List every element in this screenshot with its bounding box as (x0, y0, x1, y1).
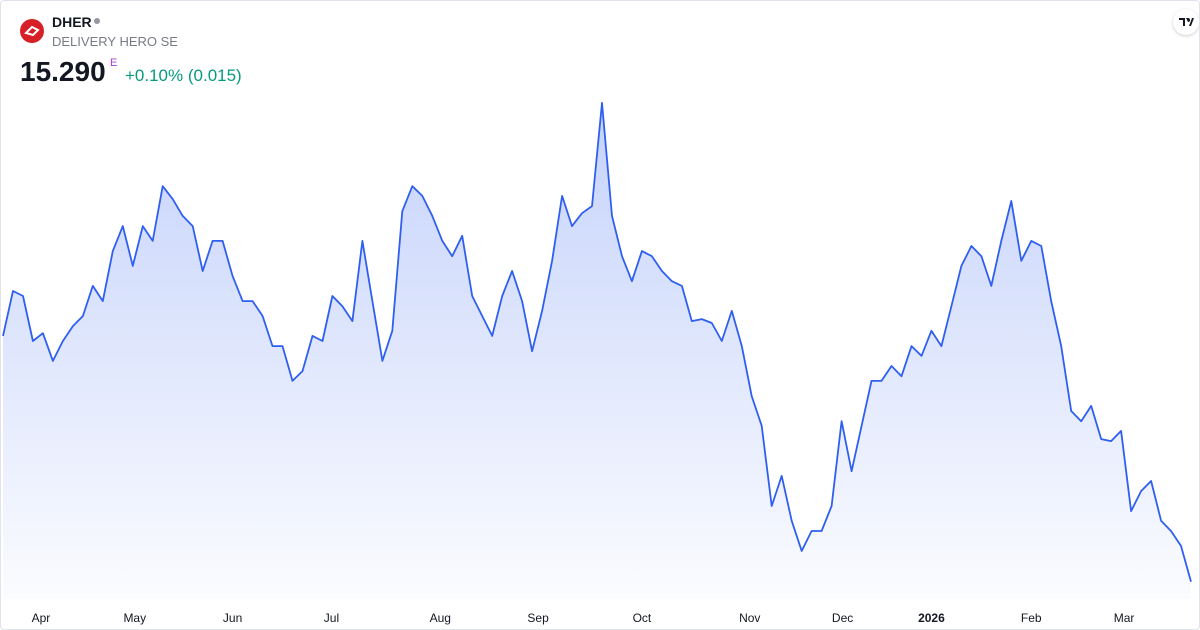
x-tick-label: Nov (739, 611, 760, 625)
x-tick-label: May (123, 611, 146, 625)
tv-logo-icon (1179, 18, 1194, 26)
change: +0.10% (0.015) (125, 66, 242, 85)
status-dot (94, 18, 100, 24)
symbol: DHER (52, 14, 92, 30)
x-tick-label: Dec (832, 611, 853, 625)
price: 15.290 (20, 56, 106, 87)
x-tick-label: Aug (430, 611, 451, 625)
x-tick-label: Jun (223, 611, 242, 625)
x-tick-label: 2026 (918, 611, 945, 625)
x-tick-label: Apr (32, 611, 51, 625)
x-tick-label: Sep (527, 611, 549, 625)
x-tick-label: Feb (1021, 611, 1042, 625)
tv-logo[interactable] (1173, 9, 1199, 35)
x-tick-label: Mar (1114, 611, 1135, 625)
logo (20, 19, 44, 43)
company-name: DELIVERY HERO SE (52, 34, 178, 49)
price-flag: E (110, 57, 118, 69)
price-line (2, 102, 1192, 583)
x-tick-label: Oct (633, 611, 652, 625)
x-tick-label: Jul (324, 611, 339, 625)
area-fill (3, 102, 1191, 600)
